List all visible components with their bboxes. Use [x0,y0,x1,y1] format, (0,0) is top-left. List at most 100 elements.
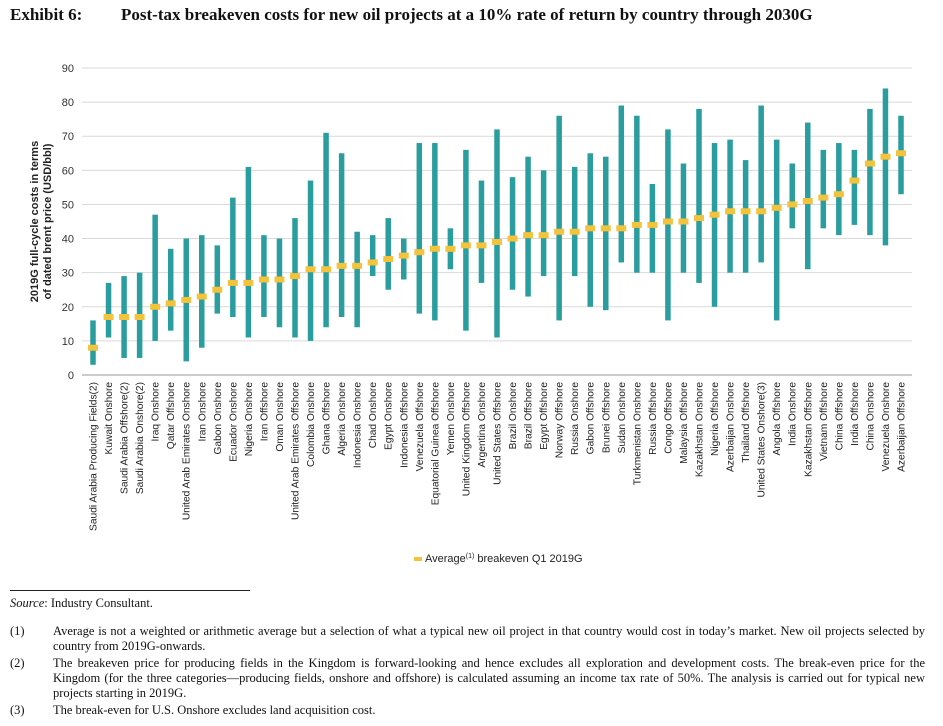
category-label: Brunei Offshore [601,382,612,453]
y-axis-label: of dated brent price (USD/bbl) [42,143,54,299]
average-marker [414,249,425,256]
category-label: India Offshore [850,382,861,446]
category-label: Saudi Arabia Offshore(2) [120,382,131,494]
average-marker [662,218,673,225]
range-bar [711,143,718,307]
range-bar [680,163,687,273]
footnote-number: (3) [10,703,25,717]
range-bar [401,238,407,280]
average-marker [445,245,456,252]
range-bar [369,235,376,277]
category-label: Malaysia Offshore [679,382,690,464]
category-label: Azerbaijan Offshore [897,382,908,472]
average-marker [864,160,875,167]
average-marker [181,296,192,303]
footnote-text: The break-even for U.S. Onshore excludes… [53,703,376,717]
range-bar [649,183,656,273]
y-tick-label: 10 [62,336,74,348]
average-marker [258,276,269,283]
category-label: Brazil Offshore [524,382,535,450]
category-label: Saudi Arabia Onshore(2) [135,382,146,494]
footnotes: (1) Average is not a weighted or arithmet… [10,624,925,720]
average-marker [802,198,813,205]
range-bar [820,149,827,229]
legend-label: Average(1) breakeven Q1 2019G [425,553,583,565]
category-label: Nigeria Offshore [710,382,721,456]
average-marker [600,225,611,232]
range-bar [105,282,112,338]
category-label: Ghana Offshore [322,382,333,455]
range-bar [758,105,764,263]
exhibit-label: Exhibit 6: [10,5,83,24]
category-label: Azerbaijan Onshore [726,382,737,472]
average-marker [336,262,347,269]
category-label: Nigeria Onshore [244,382,255,457]
range-bar [789,163,795,229]
average-marker [756,208,767,215]
average-marker [585,225,596,232]
range-bar [773,139,780,321]
average-marker [740,208,751,215]
category-label: Argentina Onshore [477,382,488,468]
range-bar [307,180,314,341]
average-marker [367,259,378,266]
average-marker [849,177,860,184]
average-marker [196,293,207,300]
average-marker [352,262,363,269]
legend-swatch [414,557,422,561]
category-label: Gabon Offshore [586,382,597,455]
category-label: China Offshore [834,382,845,451]
range-bar [245,166,252,338]
average-marker [523,232,534,239]
average-marker [694,215,704,222]
y-tick-label: 30 [62,268,74,280]
category-label: United Arab Emirates Offshore [291,382,302,520]
average-marker [150,303,161,310]
average-marker [896,150,906,157]
average-marker [119,314,130,321]
category-label: Iran Offshore [259,382,270,442]
average-marker [631,221,642,228]
category-label: Venezuela Onshore [881,382,892,472]
range-bar [478,180,485,283]
average-marker [460,242,471,249]
average-marker [771,204,782,211]
range-bar [338,153,345,318]
y-tick-label: 50 [62,199,74,211]
footnote-text: Average is not a weighted or arithmetic … [53,624,925,653]
range-bar [618,105,625,263]
average-marker [492,238,502,245]
category-label: Equatorial Guinea Offshore [430,382,441,506]
category-label: Chad Onshore [368,382,379,449]
category-label: Congo Offshore [663,382,674,454]
source-text: : Industry Consultant. [44,596,153,610]
average-marker [227,279,238,286]
category-label: China Onshore [865,382,876,451]
range-bar [199,235,205,348]
category-label: Russia Offshore [648,382,659,455]
range-bar [525,156,531,297]
breakeven-chart: 0 10 20 30 40 50 60 70 80 90 2019G full-cycle cost… [29,63,912,565]
average-marker [274,276,285,283]
range-bar [665,129,671,321]
footnote: (1) Average is not a weighted or arithmet… [10,624,925,654]
category-label: Gabon Onshore [213,382,224,455]
average-marker [383,256,394,263]
category-label: Thailand Offshore [741,382,752,463]
average-marker [165,300,176,307]
category-label: Indonesia Onshore [353,382,364,468]
range-bar [323,132,329,328]
range-bar [634,115,640,273]
range-bar [742,160,749,273]
average-marker [507,235,518,242]
category-label: Venezuela Offshore [415,382,426,472]
y-tick-label: 20 [62,302,74,314]
category-label: Kuwait Onshore [104,382,115,455]
range-bar [494,129,500,338]
y-tick-label: 60 [62,165,74,177]
range-bar [354,231,360,328]
footnote-number: (1) [10,624,25,638]
average-marker [787,201,798,208]
average-marker [134,314,145,321]
average-marker [725,208,736,215]
